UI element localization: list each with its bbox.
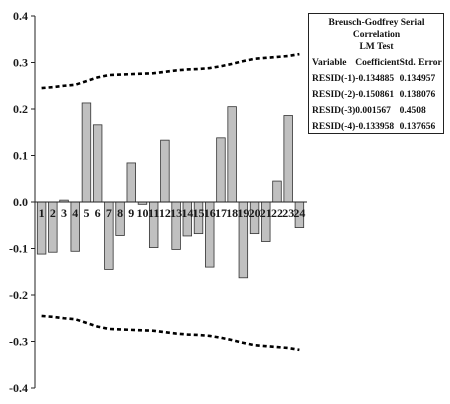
category-label: 23 bbox=[282, 206, 294, 220]
category-label: 8 bbox=[117, 206, 123, 220]
y-tick-label: -0.3 bbox=[9, 335, 28, 349]
category-label: 20 bbox=[249, 206, 261, 220]
row-variable: RESID(-1) bbox=[312, 74, 356, 84]
header-coefficient: Coefficient bbox=[355, 58, 400, 68]
bar bbox=[126, 162, 136, 203]
y-tick-label: 0.3 bbox=[13, 56, 28, 70]
table-row: RESID(-1) -0.134885 0.134957 bbox=[312, 71, 442, 87]
upper-confidence-band bbox=[41, 52, 300, 90]
y-tick-label: -0.2 bbox=[9, 288, 28, 302]
bar bbox=[92, 124, 103, 203]
table-row: RESID(-4) -0.133958 0.137656 bbox=[312, 119, 442, 135]
row-std-error: 0.134957 bbox=[399, 74, 436, 84]
bar bbox=[227, 106, 237, 203]
category-label: 22 bbox=[271, 206, 283, 220]
row-std-error: 0.137656 bbox=[399, 122, 436, 132]
category-label: 1 bbox=[39, 206, 45, 220]
category-label: 13 bbox=[170, 206, 182, 220]
y-tick-label: 0.4 bbox=[13, 9, 28, 23]
category-label: 15 bbox=[193, 206, 205, 220]
category-label: 18 bbox=[226, 206, 238, 220]
y-tick-label: 0.0 bbox=[13, 195, 28, 209]
row-variable: RESID(-4) bbox=[312, 122, 356, 132]
category-label: 11 bbox=[148, 206, 159, 220]
category-label: 9 bbox=[128, 206, 134, 220]
bar bbox=[283, 115, 293, 203]
table-row: RESID(-3) 0.001567 0.4508 bbox=[312, 103, 442, 119]
y-tick-label: -0.1 bbox=[9, 242, 28, 256]
bar bbox=[272, 180, 282, 203]
bar bbox=[160, 139, 170, 203]
y-tick-label: -0.4 bbox=[9, 381, 28, 395]
category-label: 19 bbox=[237, 206, 249, 220]
row-std-error: 0.4508 bbox=[399, 106, 426, 116]
category-label: 5 bbox=[83, 206, 89, 220]
bar bbox=[81, 102, 92, 203]
table-header-row: Variable Coefficient Std. Error bbox=[312, 55, 442, 71]
category-label: 24 bbox=[293, 206, 305, 220]
category-label: 2 bbox=[50, 206, 56, 220]
row-std-error: 0.138076 bbox=[399, 90, 436, 100]
header-std-error: Std. Error bbox=[399, 58, 442, 68]
row-variable: RESID(-3) bbox=[312, 106, 356, 116]
row-coefficient: -0.150861 bbox=[355, 90, 395, 100]
lm-test-table: Breusch-Godfrey Serial Correlation LM Te… bbox=[308, 13, 444, 134]
row-coefficient: -0.133958 bbox=[355, 122, 395, 132]
category-label: 3 bbox=[61, 206, 67, 220]
category-label: 16 bbox=[204, 206, 216, 220]
category-label: 10 bbox=[136, 206, 148, 220]
row-coefficient: 0.001567 bbox=[355, 106, 391, 116]
category-label: 21 bbox=[260, 206, 272, 220]
category-label: 7 bbox=[106, 206, 112, 220]
lm-test-grid: Variable Coefficient Std. Error RESID(-1… bbox=[312, 55, 442, 135]
category-label: 17 bbox=[215, 206, 227, 220]
lower-confidence-band bbox=[41, 314, 300, 352]
row-coefficient: -0.134885 bbox=[355, 74, 395, 84]
category-label: 14 bbox=[181, 206, 193, 220]
y-tick-label: 0.2 bbox=[13, 102, 28, 116]
category-label: 6 bbox=[95, 206, 101, 220]
category-label: 4 bbox=[72, 206, 78, 220]
category-label: 12 bbox=[159, 206, 171, 220]
bar bbox=[216, 137, 226, 203]
table-title-line2: LM Test bbox=[359, 42, 394, 52]
table-title-line1: Breusch-Godfrey Serial Correlation bbox=[328, 18, 425, 40]
row-variable: RESID(-2) bbox=[312, 90, 356, 100]
header-variable: Variable bbox=[312, 58, 347, 68]
y-tick-label: 0.1 bbox=[13, 149, 28, 163]
table-row: RESID(-2) -0.150861 0.138076 bbox=[312, 87, 442, 103]
